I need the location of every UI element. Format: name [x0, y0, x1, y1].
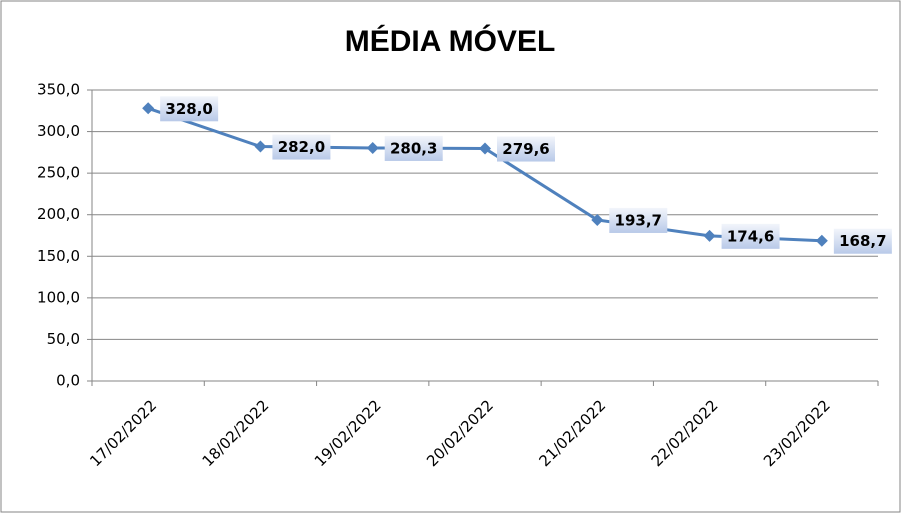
- y-tick-label: 200,0: [37, 205, 80, 223]
- marker: [815, 234, 828, 247]
- marker: [479, 142, 491, 155]
- data-label: 328,0: [165, 100, 212, 118]
- data-label: 282,0: [278, 138, 325, 156]
- marker: [254, 140, 267, 153]
- marker: [703, 229, 716, 242]
- label-box: [833, 228, 892, 254]
- marker: [591, 213, 604, 226]
- label-box: [497, 136, 555, 162]
- data-label: 279,6: [502, 140, 549, 158]
- y-tick-label: 300,0: [37, 122, 80, 140]
- y-tick-label: 350,0: [37, 81, 80, 99]
- y-tick-label: 50,0: [47, 330, 80, 348]
- y-tick-label: 150,0: [37, 247, 80, 265]
- data-label: 174,6: [727, 227, 774, 245]
- label-box: [721, 223, 780, 249]
- y-tick-label: 0,0: [56, 372, 80, 390]
- y-tick-label: 100,0: [37, 288, 80, 306]
- label-box: [609, 207, 668, 233]
- label-box: [160, 96, 219, 122]
- y-tick-label: 250,0: [37, 164, 80, 182]
- label-box: [384, 135, 443, 161]
- marker: [142, 102, 155, 115]
- marker: [366, 141, 379, 154]
- data-label: 193,7: [615, 211, 662, 229]
- label-box: [272, 134, 331, 160]
- data-label: 280,3: [390, 139, 437, 157]
- chart-title: MÉDIA MÓVEL: [345, 24, 556, 58]
- data-label: 168,7: [839, 232, 886, 250]
